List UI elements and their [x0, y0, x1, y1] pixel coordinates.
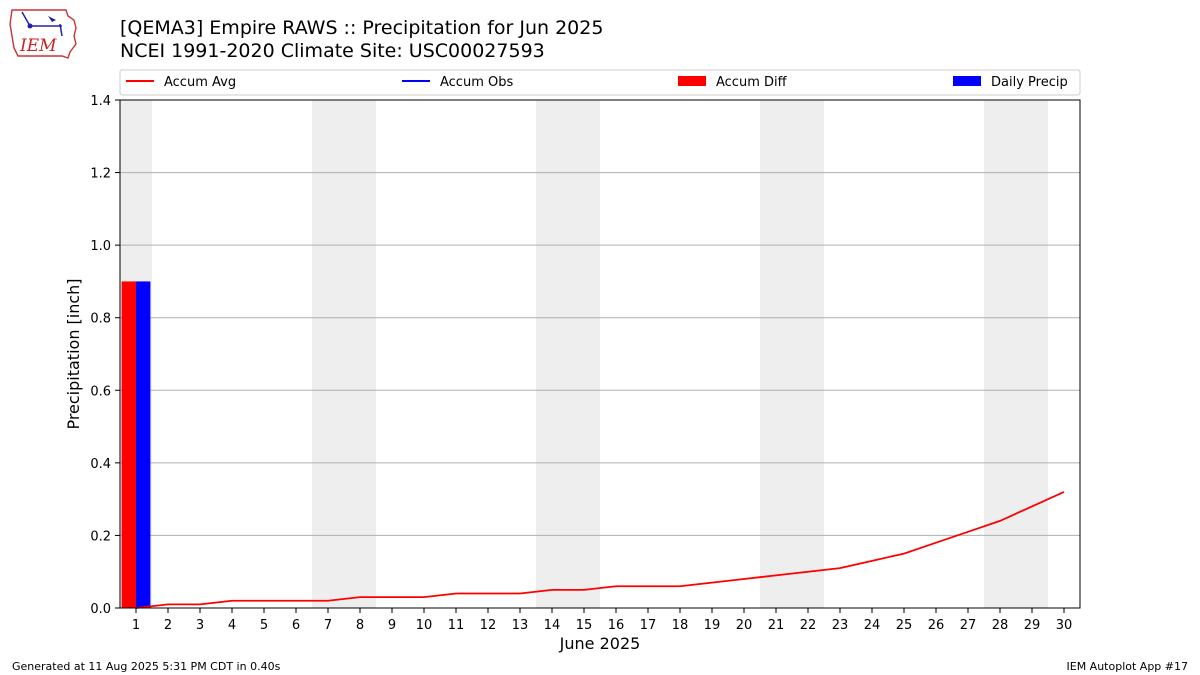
y-tick-label-3: 0.6: [90, 384, 111, 399]
y-tick-label-5: 1.0: [90, 239, 111, 254]
x-tick-label-25: 25: [896, 618, 913, 633]
x-tick-label-28: 28: [992, 618, 1009, 633]
x-tick-label-12: 12: [480, 618, 497, 633]
y-tick-label-2: 0.4: [90, 457, 111, 472]
x-tick-label-10: 10: [416, 618, 433, 633]
y-tick-label-4: 0.8: [90, 312, 111, 327]
x-tick-label-4: 4: [228, 618, 236, 633]
legend-swatch-accum-diff: [678, 76, 706, 86]
legend-label-daily-precip: Daily Precip: [991, 75, 1068, 90]
x-tick-label-21: 21: [768, 618, 785, 633]
x-tick-label-29: 29: [1024, 618, 1041, 633]
legend-box: [119, 69, 1081, 96]
legend-label-accum-avg: Accum Avg: [164, 75, 236, 90]
bar-daily-precip-day-1: [136, 281, 151, 608]
x-tick-label-20: 20: [736, 618, 753, 633]
x-tick-label-8: 8: [356, 618, 364, 633]
weekend-shading: [120, 100, 1048, 608]
legend: Accum Avg Accum Obs Accum Diff Daily Pre…: [119, 69, 1081, 96]
bars: [121, 281, 151, 608]
x-tick-label-6: 6: [292, 618, 300, 633]
chart-subtitle: NCEI 1991-2020 Climate Site: USC00027593: [120, 40, 545, 62]
x-tick-label-26: 26: [928, 618, 945, 633]
legend-swatch-daily-precip: [953, 76, 981, 86]
logo-text: IEM: [19, 36, 57, 56]
x-tick-label-7: 7: [324, 618, 332, 633]
x-tick-label-13: 13: [512, 618, 529, 633]
x-tick-label-16: 16: [608, 618, 625, 633]
y-tick-label-7: 1.4: [90, 94, 111, 109]
footer-generated: Generated at 11 Aug 2025 5:31 PM CDT in …: [12, 660, 281, 673]
x-tick-label-2: 2: [164, 618, 172, 633]
x-tick-label-18: 18: [672, 618, 689, 633]
y-axis-label: Precipitation [inch]: [64, 278, 83, 429]
iem-logo-icon: IEM: [9, 9, 77, 59]
x-tick-label-14: 14: [544, 618, 561, 633]
line-accum-avg: [135, 491, 1065, 609]
weekend-band-2: [536, 100, 600, 608]
plot-frame: [119, 99, 1081, 609]
y-axis-ticks: 0.0 0.2 0.4 0.6 0.8 1.0 1.2 1.4: [90, 94, 120, 617]
x-tick-label-3: 3: [196, 618, 204, 633]
x-tick-label-24: 24: [864, 618, 881, 633]
y-tick-label-6: 1.2: [90, 167, 111, 182]
series-lines: [135, 491, 1065, 609]
x-axis-label: June 2025: [559, 634, 641, 653]
footer-app: IEM Autoplot App #17: [1066, 660, 1189, 673]
x-tick-label-27: 27: [960, 618, 977, 633]
chart-title: [QEMA3] Empire RAWS :: Precipitation for…: [120, 17, 604, 39]
x-tick-label-15: 15: [576, 618, 593, 633]
bar-accum-diff-day-1: [121, 281, 136, 608]
y-tick-label-0: 0.0: [90, 602, 111, 617]
x-tick-label-5: 5: [260, 618, 268, 633]
weekend-band-3: [760, 100, 824, 608]
weekend-band-4: [984, 100, 1048, 608]
x-tick-label-23: 23: [832, 618, 849, 633]
x-tick-label-19: 19: [704, 618, 721, 633]
x-tick-label-11: 11: [448, 618, 465, 633]
x-tick-label-9: 9: [388, 618, 396, 633]
y-tick-label-1: 0.2: [90, 529, 111, 544]
x-tick-label-30: 30: [1056, 618, 1073, 633]
x-tick-label-1: 1: [132, 618, 140, 633]
legend-label-accum-obs: Accum Obs: [440, 75, 513, 90]
weekend-band-1: [312, 100, 376, 608]
legend-label-accum-diff: Accum Diff: [716, 75, 788, 90]
x-tick-label-22: 22: [800, 618, 817, 633]
x-axis-ticks: 1 2 3 4 5 6 7 8 9 10 11 12 13 14 15 16 17 18 19 20 21 22 23 24 2…: [132, 608, 1072, 633]
x-tick-label-17: 17: [640, 618, 657, 633]
